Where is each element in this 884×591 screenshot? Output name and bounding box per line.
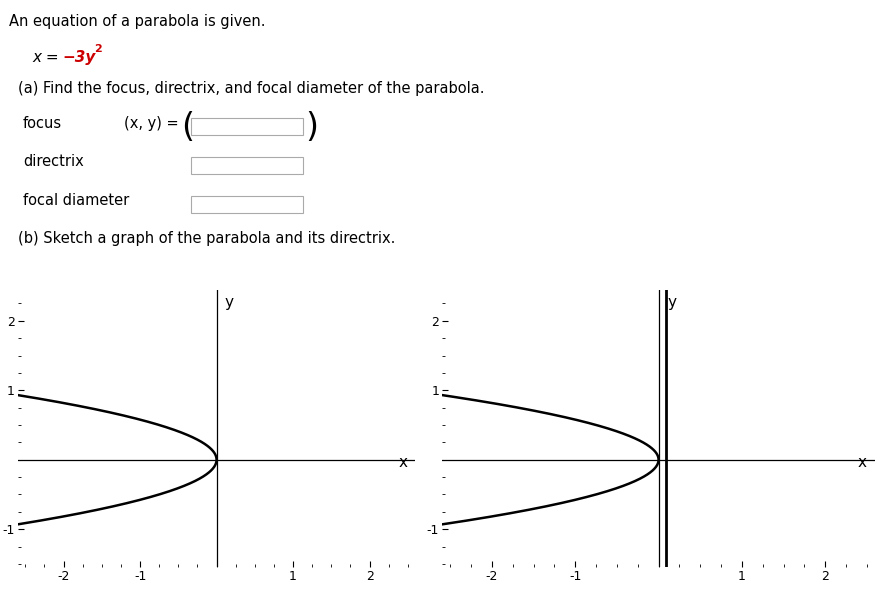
Text: directrix: directrix [23, 154, 84, 169]
Text: 2: 2 [95, 44, 102, 54]
Text: focus: focus [23, 116, 62, 131]
Text: x: x [399, 455, 408, 470]
Text: y: y [667, 295, 676, 310]
Text: (a) Find the focus, directrix, and focal diameter of the parabola.: (a) Find the focus, directrix, and focal… [19, 82, 485, 96]
Text: x =: x = [32, 50, 64, 65]
Text: focal diameter: focal diameter [23, 193, 129, 208]
Text: −3y: −3y [62, 50, 95, 65]
Text: An equation of a parabola is given.: An equation of a parabola is given. [9, 14, 266, 29]
Text: ): ) [306, 111, 319, 144]
FancyBboxPatch shape [191, 118, 303, 135]
Text: (x, y) =: (x, y) = [124, 116, 179, 131]
FancyBboxPatch shape [191, 196, 303, 213]
FancyBboxPatch shape [191, 157, 303, 174]
Text: y: y [225, 295, 233, 310]
Text: (: ( [181, 111, 194, 144]
Text: (b) Sketch a graph of the parabola and its directrix.: (b) Sketch a graph of the parabola and i… [19, 231, 396, 246]
Text: x: x [857, 455, 866, 470]
